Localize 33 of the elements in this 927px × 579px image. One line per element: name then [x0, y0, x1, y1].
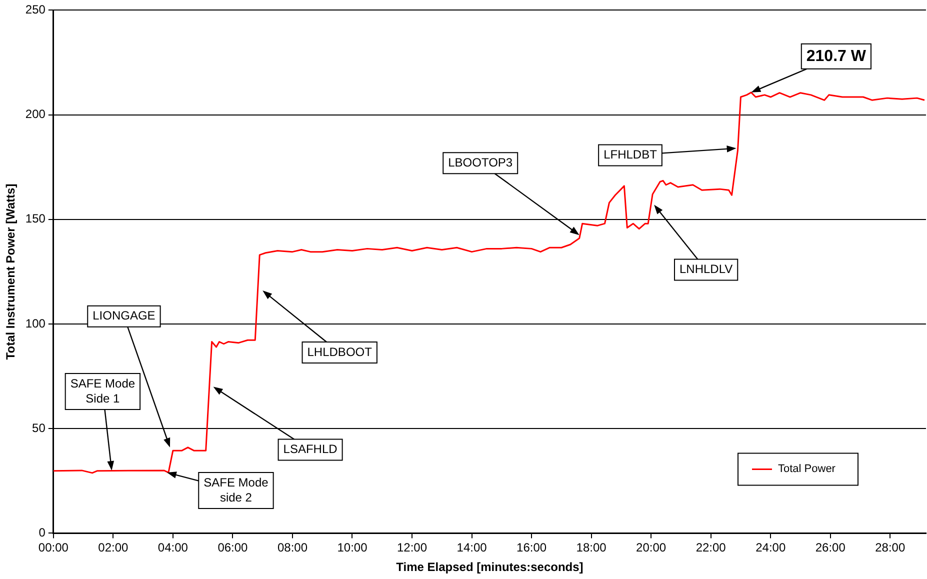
annotation: LIONGAGE	[92, 308, 156, 323]
y-tick-label: 50	[32, 420, 46, 435]
x-tick-label: 20:00	[636, 540, 666, 555]
x-tick-label: 10:00	[337, 540, 368, 555]
x-tick-label: 08:00	[277, 540, 308, 555]
x-axis-title: Time Elapsed [minutes:seconds]	[396, 560, 584, 574]
x-tick-label: 06:00	[218, 540, 248, 555]
y-tick-label: 250	[25, 2, 46, 17]
annotation: LFHLDBT	[604, 148, 658, 162]
y-axis-title: Total Instrument Power [Watts]	[4, 184, 18, 360]
annotation: LBOOTOP3	[448, 155, 513, 170]
annotation: LHLDBOOT	[307, 344, 373, 359]
y-tick-label: 100	[25, 316, 46, 330]
annotation: SAFE Mode Side 1	[70, 376, 136, 406]
annotation: LSAFHLD	[283, 442, 338, 456]
y-tick-label: 200	[25, 107, 46, 122]
x-tick-label: 28:00	[875, 540, 906, 555]
legend-label: Total Power	[778, 463, 836, 476]
annotation: 210.7 W	[806, 48, 867, 65]
x-tick-label: 24:00	[756, 540, 786, 555]
x-tick-label: 02:00	[98, 540, 129, 555]
x-tick-label: 16:00	[516, 540, 547, 555]
x-tick-label: 12:00	[397, 540, 428, 555]
x-tick-label: 26:00	[815, 540, 846, 555]
annotation: SAFE Mode side 2	[204, 475, 269, 504]
x-tick-label: 14:00	[456, 540, 488, 555]
annotation: LNHLDLV	[679, 262, 733, 276]
x-tick-label: 18:00	[576, 540, 607, 555]
x-tick-label: 04:00	[158, 540, 188, 555]
x-tick-label: 22:00	[696, 540, 726, 555]
y-tick-label: 0	[38, 526, 46, 540]
y-tick-label: 150	[25, 212, 46, 226]
x-tick-label: 00:00	[38, 540, 69, 555]
